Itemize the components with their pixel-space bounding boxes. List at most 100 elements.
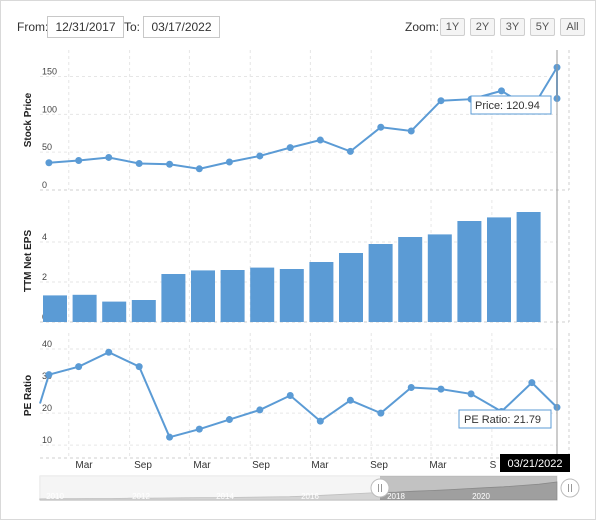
from-label: From: — [17, 20, 49, 34]
y-tick-label: 2 — [42, 272, 47, 282]
x-tick-label: Sep — [134, 460, 152, 471]
price-series-line — [48, 63, 558, 170]
price-tooltip: Price: 120.94 — [470, 95, 552, 115]
x-tick-label: Mar — [75, 460, 93, 471]
price-point — [377, 123, 385, 131]
eps-bar — [250, 267, 275, 322]
from-date-input[interactable] — [47, 16, 124, 38]
pe-tooltip: PE Ratio: 21.79 — [458, 409, 552, 429]
eps-bar — [457, 221, 482, 322]
navigator-year-label: 2012 — [132, 492, 150, 501]
pe-point — [195, 425, 203, 433]
y-axis-label: PE Ratio — [23, 375, 34, 416]
pe-point — [346, 396, 354, 404]
navigator-right-handle[interactable] — [560, 478, 580, 498]
pe-point — [166, 433, 174, 441]
pe-point — [316, 417, 324, 425]
y-tick-label: 150 — [42, 66, 57, 76]
price-point — [256, 152, 264, 160]
eps-bar — [398, 237, 423, 322]
to-label: To: — [124, 20, 141, 34]
price-point — [195, 165, 203, 173]
navigator-selected-range — [380, 476, 557, 500]
navigator-year-label: 2010 — [46, 492, 64, 501]
price-point — [105, 153, 113, 161]
price-point — [135, 160, 143, 168]
pe-point — [377, 409, 385, 417]
y-tick-label: 20 — [42, 403, 52, 413]
y-tick-label: 50 — [42, 142, 52, 152]
y-tick-label: 10 — [42, 435, 52, 445]
price-point — [225, 158, 233, 166]
zoom-5y-button[interactable]: 5Y — [530, 18, 555, 36]
price-point — [407, 127, 415, 135]
y-tick-label: 100 — [42, 104, 57, 114]
tooltip-box — [470, 95, 552, 115]
pe-point — [407, 383, 415, 391]
y-tick-label: 40 — [42, 339, 52, 349]
price-point — [437, 97, 445, 105]
y-tick-label: 4 — [42, 232, 47, 242]
pe-point — [256, 406, 264, 414]
y-axis-label: TTM Net EPS — [23, 230, 34, 293]
eps-bar — [220, 270, 245, 322]
zoom-label: Zoom: — [405, 20, 440, 34]
x-tick-label: Mar — [193, 460, 211, 471]
zoom-all-button[interactable]: All — [560, 18, 585, 36]
eps-bar — [309, 262, 334, 322]
pe-point — [225, 416, 233, 424]
crosshair-date-badge: 03/21/2022 — [500, 454, 570, 472]
pe-point — [528, 379, 536, 387]
eps-bar — [368, 244, 393, 322]
navigator-year-label: 2016 — [301, 492, 319, 501]
date-badge-text: 03/21/2022 — [507, 458, 562, 470]
to-date-input[interactable] — [143, 16, 220, 38]
zoom-1y-button[interactable]: 1Y — [440, 18, 465, 36]
price-point — [316, 136, 324, 144]
tooltip-box — [458, 409, 552, 429]
eps-bar — [43, 295, 67, 322]
price-point — [166, 160, 174, 168]
eps-bar — [131, 300, 156, 322]
y-axis-label: Stock Price — [23, 92, 34, 147]
navigator-series — [39, 481, 558, 501]
zoom-3y-button[interactable]: 3Y — [500, 18, 525, 36]
price-point — [286, 144, 294, 152]
navigator-left-handle[interactable] — [370, 478, 390, 498]
pe-point — [45, 371, 53, 379]
eps-bar — [279, 269, 304, 322]
eps-bar — [72, 294, 97, 322]
pe-point — [467, 390, 475, 398]
handle-circle — [560, 478, 580, 498]
price-point — [497, 87, 505, 95]
zoom-2y-button[interactable]: 2Y — [470, 18, 495, 36]
tooltip-text: PE Ratio: 21.79 — [464, 414, 541, 426]
eps-bar — [487, 217, 511, 322]
x-tick-label: S — [490, 460, 497, 471]
price-point — [75, 156, 83, 164]
eps-bar — [161, 274, 186, 322]
eps-bar — [516, 212, 541, 322]
price-point — [45, 159, 53, 167]
price-point — [346, 147, 354, 155]
pe-point — [286, 392, 294, 399]
handle-circle — [370, 478, 390, 498]
tooltip-text: Price: 120.94 — [475, 100, 540, 112]
pe-point — [135, 363, 143, 371]
navigator-year-label: 2014 — [216, 492, 234, 501]
date-badge-box — [500, 454, 570, 472]
navigator-year-label: 2018 — [387, 492, 405, 501]
navigator-year-label: 2020 — [472, 492, 490, 501]
x-tick-label: Sep — [252, 460, 270, 471]
x-tick-label: Mar — [311, 460, 329, 471]
eps-bar — [427, 234, 452, 322]
eps-bar — [191, 270, 215, 322]
x-tick-label: Mar — [429, 460, 447, 471]
navigator-mask-left — [40, 476, 380, 500]
y-tick-label: 0 — [42, 180, 47, 190]
x-tick-label: Sep — [370, 460, 388, 471]
pe-point — [437, 385, 445, 393]
pe-point — [105, 348, 113, 356]
eps-bar — [339, 253, 363, 322]
